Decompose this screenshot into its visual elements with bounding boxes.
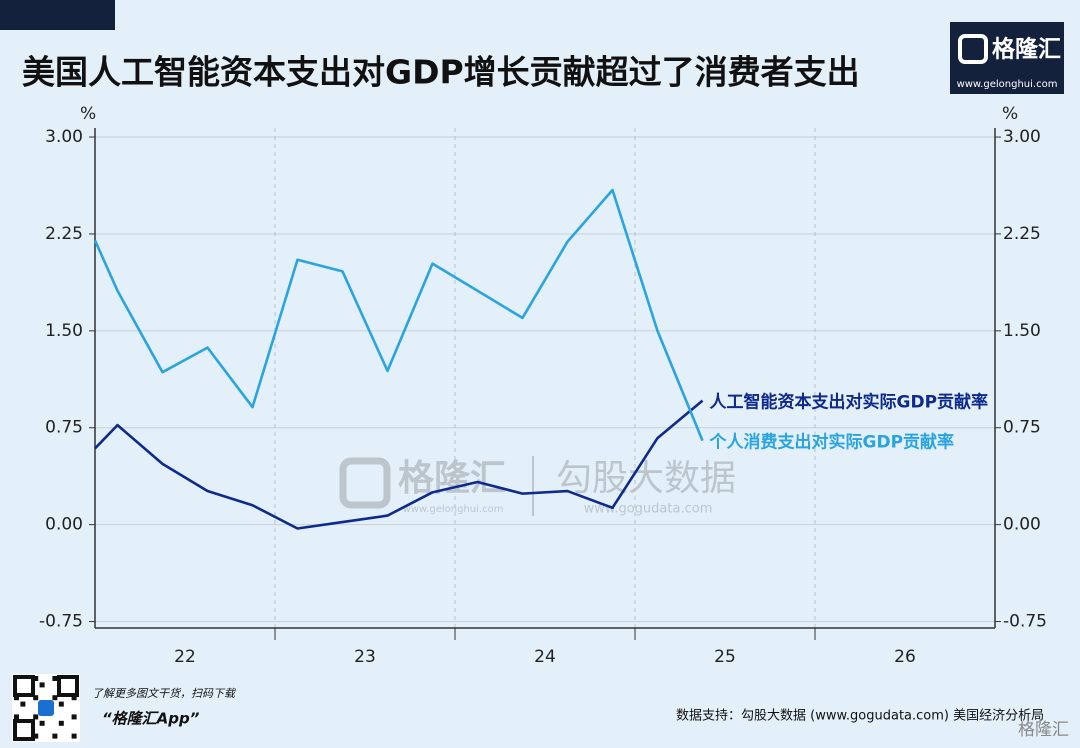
qr-cell [52,733,58,739]
footer-app: “格隆汇App” [102,710,200,728]
y-tick-label: 2.25 [45,224,83,244]
watermark-data: 勾股大数据 [556,458,736,499]
x-tick-label: 24 [534,647,556,667]
y2-tick-label: 3.00 [1003,127,1041,147]
qr-cell [71,695,77,701]
y2-tick-label: 0.75 [1003,418,1041,438]
corner-bar [0,0,115,30]
watermark-data-url: www.gogudata.com [584,502,713,517]
y2-unit: % [1002,104,1018,124]
qr-cell [52,695,58,701]
x-tick-label: 22 [174,647,196,667]
y2-tick-label: -0.75 [1003,612,1047,632]
series-label: 人工智能资本支出对实际GDP贡献率 [710,392,989,413]
logo-text: 格隆汇 [992,36,1061,63]
y2-tick-label: 2.25 [1003,224,1041,244]
y-tick-label: 3.00 [45,127,83,147]
y-tick-label: 0.75 [45,418,83,438]
series-line [93,188,704,442]
y2-tick-label: 0.00 [1003,515,1041,535]
x-tick-label: 23 [354,647,376,667]
qr-logo [38,700,54,716]
watermark: 格隆汇 www.gelonghui.com 勾股大数据 www.gogudata… [339,456,736,517]
qr-cell [71,733,77,739]
qr-cell [33,695,39,701]
qr-cell [33,714,39,720]
series-line [94,399,704,530]
watermark-icon [339,457,391,509]
x-tick-label: 25 [714,647,736,667]
y-tick-label: 1.50 [45,321,83,341]
qr-cell [33,733,39,739]
qr-finder [13,675,35,697]
qr-cell [52,676,58,681]
chart-title: 美国人工智能资本支出对GDP增长贡献超过了消费者支出 [22,53,860,92]
qr-cell [58,720,64,726]
logo-url: www.gelonghui.com [957,79,1058,90]
series-label: 个人消费支出对实际GDP贡献率 [709,432,955,453]
footer-source: 数据支持：勾股大数据 (www.gogudata.com) 美国经济分析局 [676,709,1044,724]
qr-cell [14,695,19,701]
qr-cell [39,720,45,726]
qr-cell [14,714,19,720]
footer-logo: 格隆汇 [1018,720,1069,740]
y2-tick-label: 1.50 [1003,321,1041,341]
qr-cell [58,701,64,707]
qr-cell [71,714,77,720]
qr-cell [33,676,39,681]
logo-icon [958,34,988,64]
y-tick-label: -0.75 [39,612,83,632]
qr-code [12,674,80,742]
footer-promo: 了解更多图文干货，扫码下载 [92,687,237,700]
y-tick-label: 0.00 [45,515,83,535]
y-unit: % [80,104,96,124]
qr-cell [20,701,26,707]
x-tick-label: 26 [894,647,916,667]
qr-finder [57,675,79,697]
watermark-brand: 格隆汇 [398,458,506,499]
qr-cell [39,682,45,688]
watermark-brand-url: www.gelonghui.com [403,504,504,515]
qr-finder [13,719,35,741]
